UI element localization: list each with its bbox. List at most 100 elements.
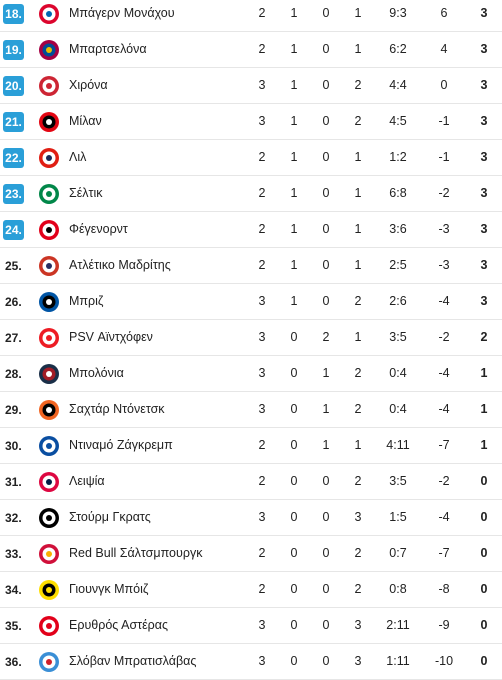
points: 3 bbox=[480, 186, 488, 200]
wins: 1 bbox=[290, 258, 298, 272]
table-row[interactable]: 28. Μπολόνια 3 0 1 2 0:4 -4 1 bbox=[0, 356, 502, 392]
goals: 2:5 bbox=[389, 258, 407, 272]
wins: 1 bbox=[290, 114, 298, 128]
table-row[interactable]: 36. Σλόβαν Μπρατισλάβας 3 0 0 3 1:11 -10 0 bbox=[0, 644, 502, 680]
draws: 0 bbox=[322, 78, 330, 92]
table-row[interactable]: 27. PSV Αϊντχόφεν 3 0 2 1 3:5 -2 2 bbox=[0, 320, 502, 356]
draws: 0 bbox=[322, 114, 330, 128]
team-name[interactable]: Φέγενορντ bbox=[69, 222, 128, 236]
team-name[interactable]: Σέλτικ bbox=[69, 186, 103, 200]
wins: 0 bbox=[290, 330, 298, 344]
table-row[interactable]: 22. Λιλ 2 1 0 1 1:2 -1 3 bbox=[0, 140, 502, 176]
points: 0 bbox=[480, 510, 488, 524]
team-name[interactable]: Στούρμ Γκρατς bbox=[69, 510, 151, 524]
draws: 0 bbox=[322, 150, 330, 164]
table-row[interactable]: 32. Στούρμ Γκρατς 3 0 0 3 1:5 -4 0 bbox=[0, 500, 502, 536]
table-row[interactable]: 26. Μπριζ 3 1 0 2 2:6 -4 3 bbox=[0, 284, 502, 320]
team-name[interactable]: Μπάγερν Μονάχου bbox=[69, 6, 175, 20]
goal-difference: -1 bbox=[438, 114, 450, 128]
wins: 1 bbox=[290, 6, 298, 20]
losses: 3 bbox=[354, 510, 362, 524]
draws: 1 bbox=[322, 402, 330, 416]
losses: 2 bbox=[354, 294, 362, 308]
team-name[interactable]: Ερυθρός Αστέρας bbox=[69, 618, 169, 632]
draws: 1 bbox=[322, 438, 330, 452]
wins: 0 bbox=[290, 654, 298, 668]
team-name[interactable]: Μπριζ bbox=[69, 294, 104, 308]
team-name[interactable]: Χιρόνα bbox=[69, 78, 108, 92]
points: 2 bbox=[480, 330, 488, 344]
table-row[interactable]: 30. Ντιναμό Ζάγκρεμπ 2 0 1 1 4:11 -7 1 bbox=[0, 428, 502, 464]
goals: 2:6 bbox=[389, 294, 407, 308]
team-name[interactable]: Μπαρτσελόνα bbox=[69, 42, 147, 56]
barcelona-logo bbox=[38, 39, 60, 61]
matches-played: 2 bbox=[258, 222, 266, 236]
goal-difference: -3 bbox=[438, 222, 450, 236]
bologna-logo bbox=[38, 363, 60, 385]
table-row[interactable]: 25. Ατλέτικο Μαδρίτης 2 1 0 1 2:5 -3 3 bbox=[0, 248, 502, 284]
wins: 0 bbox=[290, 582, 298, 596]
draws: 0 bbox=[322, 6, 330, 20]
team-name[interactable]: Ντιναμό Ζάγκρεμπ bbox=[69, 438, 173, 452]
position-badge: 28. bbox=[5, 367, 22, 381]
team-name[interactable]: Μπολόνια bbox=[69, 366, 124, 380]
draws: 0 bbox=[322, 618, 330, 632]
table-row[interactable]: 31. Λειψία 2 0 0 2 3:5 -2 0 bbox=[0, 464, 502, 500]
goal-difference: -3 bbox=[438, 258, 450, 272]
table-row[interactable]: 19. Μπαρτσελόνα 2 1 0 1 6:2 4 3 bbox=[0, 32, 502, 68]
team-name[interactable]: PSV Αϊντχόφεν bbox=[69, 330, 153, 344]
draws: 0 bbox=[322, 510, 330, 524]
matches-played: 2 bbox=[258, 6, 266, 20]
team-name[interactable]: Σλόβαν Μπρατισλάβας bbox=[69, 654, 197, 668]
goals: 6:2 bbox=[389, 42, 407, 56]
team-name[interactable]: Λιλ bbox=[69, 150, 87, 164]
brugge-logo bbox=[38, 291, 60, 313]
table-row[interactable]: 34. Γιουνγκ Μπόιζ 2 0 0 2 0:8 -8 0 bbox=[0, 572, 502, 608]
draws: 0 bbox=[322, 546, 330, 560]
draws: 0 bbox=[322, 654, 330, 668]
team-name[interactable]: Μίλαν bbox=[69, 114, 102, 128]
young-boys-logo bbox=[38, 579, 60, 601]
girona-logo bbox=[38, 75, 60, 97]
position-badge: 19. bbox=[3, 40, 24, 60]
table-row[interactable]: 29. Σαχτάρ Ντόνετσκ 3 0 1 2 0:4 -4 1 bbox=[0, 392, 502, 428]
matches-played: 2 bbox=[258, 186, 266, 200]
points: 1 bbox=[480, 402, 488, 416]
matches-played: 3 bbox=[258, 114, 266, 128]
points: 0 bbox=[480, 474, 488, 488]
goals: 1:2 bbox=[389, 150, 407, 164]
table-row[interactable]: 33. Red Bull Σάλτσμπουργκ 2 0 0 2 0:7 -7 0 bbox=[0, 536, 502, 572]
table-row[interactable]: 35. Ερυθρός Αστέρας 3 0 0 3 2:11 -9 0 bbox=[0, 608, 502, 644]
matches-played: 3 bbox=[258, 366, 266, 380]
team-name[interactable]: Σαχτάρ Ντόνετσκ bbox=[69, 402, 165, 416]
wins: 1 bbox=[290, 42, 298, 56]
losses: 1 bbox=[354, 6, 362, 20]
position-badge: 31. bbox=[5, 475, 22, 489]
psv-logo bbox=[38, 327, 60, 349]
table-row[interactable]: 21. Μίλαν 3 1 0 2 4:5 -1 3 bbox=[0, 104, 502, 140]
goals: 4:5 bbox=[389, 114, 407, 128]
table-row[interactable]: 23. Σέλτικ 2 1 0 1 6:8 -2 3 bbox=[0, 176, 502, 212]
points: 0 bbox=[480, 582, 488, 596]
matches-played: 3 bbox=[258, 618, 266, 632]
matches-played: 3 bbox=[258, 294, 266, 308]
team-name[interactable]: Red Bull Σάλτσμπουργκ bbox=[69, 546, 203, 560]
losses: 2 bbox=[354, 78, 362, 92]
table-row[interactable]: 18. Μπάγερν Μονάχου 2 1 0 1 9:3 6 3 bbox=[0, 0, 502, 32]
wins: 0 bbox=[290, 546, 298, 560]
goals: 3:5 bbox=[389, 474, 407, 488]
table-row[interactable]: 20. Χιρόνα 3 1 0 2 4:4 0 3 bbox=[0, 68, 502, 104]
goals: 1:5 bbox=[389, 510, 407, 524]
team-name[interactable]: Ατλέτικο Μαδρίτης bbox=[69, 258, 171, 272]
celtic-logo bbox=[38, 183, 60, 205]
goals: 4:4 bbox=[389, 78, 407, 92]
dinamo-zagreb-logo bbox=[38, 435, 60, 457]
team-name[interactable]: Λειψία bbox=[69, 474, 105, 488]
wins: 1 bbox=[290, 78, 298, 92]
goal-difference: -2 bbox=[438, 474, 450, 488]
table-row[interactable]: 24. Φέγενορντ 2 1 0 1 3:6 -3 3 bbox=[0, 212, 502, 248]
losses: 2 bbox=[354, 582, 362, 596]
slovan-logo bbox=[38, 651, 60, 673]
points: 3 bbox=[480, 42, 488, 56]
team-name[interactable]: Γιουνγκ Μπόιζ bbox=[69, 582, 149, 596]
